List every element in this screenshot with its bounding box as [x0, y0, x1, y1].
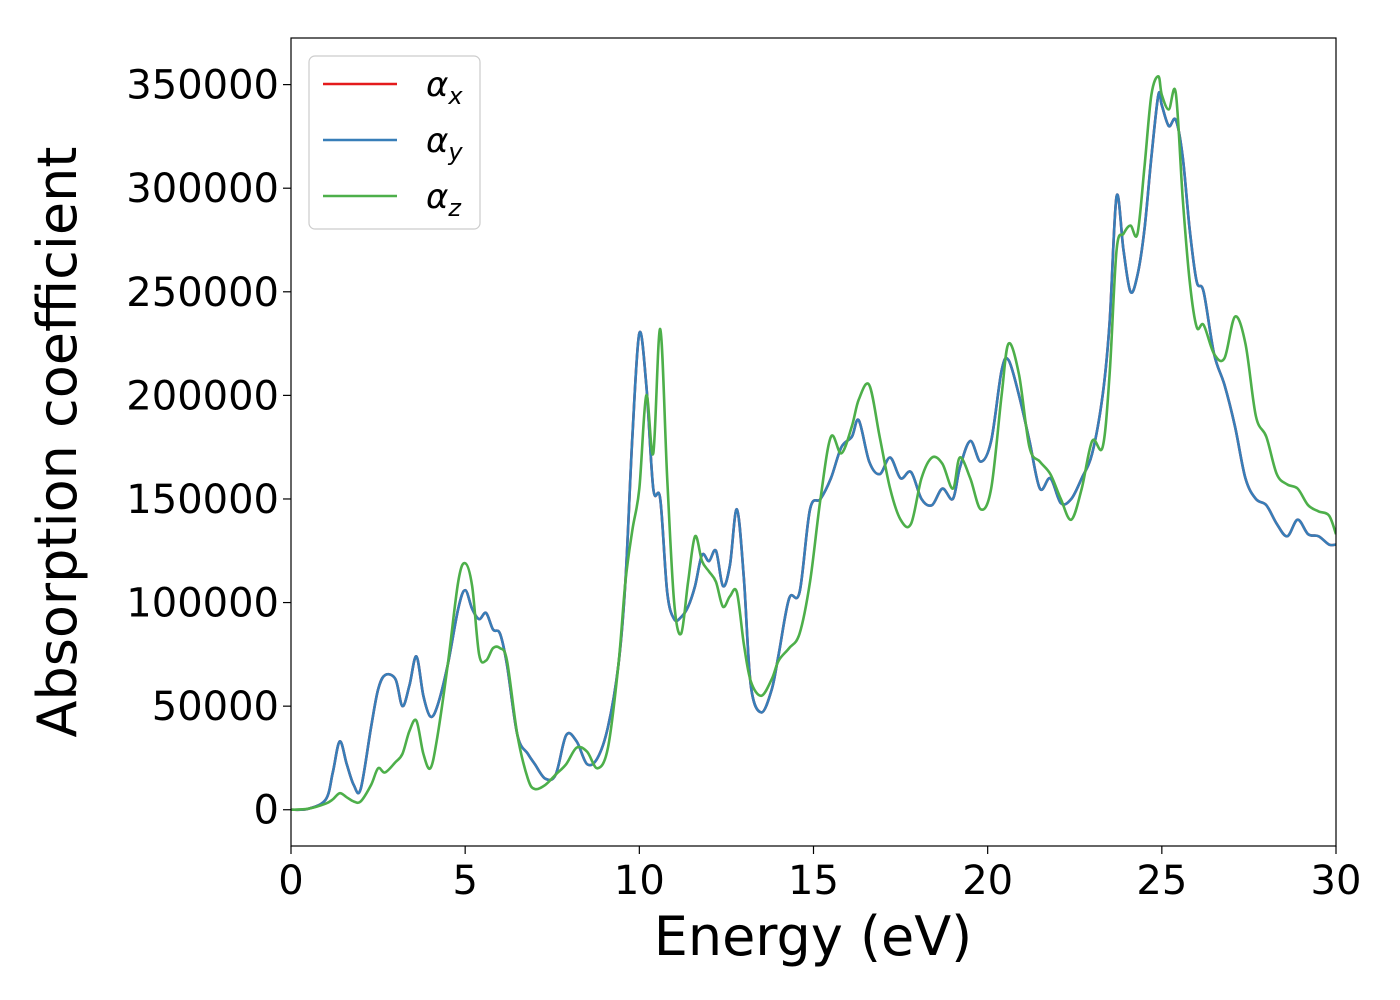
- y-tick-label: 0: [254, 788, 279, 834]
- x-tick-label: 0: [278, 858, 303, 904]
- y-tick-label: 50000: [152, 684, 279, 730]
- axes-layer: 0 5 10 15 20 25 30 0 50000 100000 150000 200000 2500…: [126, 37, 1362, 904]
- x-tick-label: 30: [1311, 858, 1362, 904]
- y-tick-label: 100000: [126, 581, 279, 627]
- x-tick-label: 15: [788, 858, 839, 904]
- y-tick-label: 300000: [126, 166, 279, 212]
- x-tick-label: 10: [614, 858, 665, 904]
- series-line-alpha-y: [291, 90, 1336, 812]
- x-axis-label: Energy (eV): [654, 905, 973, 968]
- series-layer: [291, 75, 1336, 812]
- legend-entry-alpha-y: αy: [323, 121, 463, 166]
- legend-label: αz: [426, 177, 462, 222]
- y-tick-label: 250000: [126, 270, 279, 316]
- legend-label: αy: [426, 121, 463, 166]
- y-tick-label: 350000: [126, 63, 279, 109]
- legend-label: αx: [426, 65, 463, 110]
- series-line-alpha-z: [291, 75, 1336, 812]
- legend: αx αy αz: [308, 55, 481, 230]
- legend-box: [308, 55, 481, 230]
- y-axis-label: Absorption coefficient: [26, 147, 89, 738]
- y-tick-label: 200000: [126, 373, 279, 419]
- y-tick-label: 150000: [126, 477, 279, 523]
- legend-entry-alpha-x: αx: [323, 65, 463, 110]
- legend-entry-alpha-z: αz: [323, 177, 462, 222]
- x-tick-label: 20: [962, 858, 1013, 904]
- x-tick-label: 5: [452, 858, 477, 904]
- x-tick-label: 25: [1136, 858, 1187, 904]
